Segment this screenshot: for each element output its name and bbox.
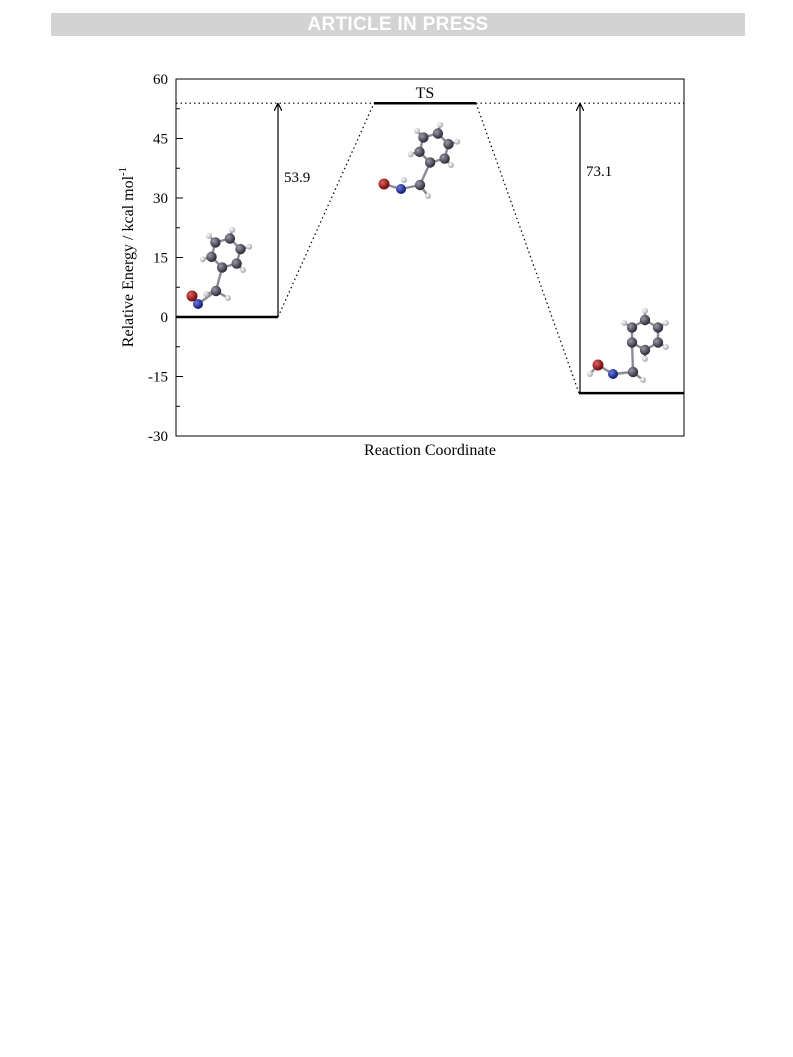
carbon-atom [627, 366, 639, 378]
carbon-atom [424, 157, 436, 168]
y-axis-label: Relative Energy / kcal mol-1 [117, 167, 137, 347]
carbon-atom [216, 262, 228, 273]
hydrogen-atom [225, 295, 231, 301]
y-tick-label: 15 [153, 251, 168, 267]
oxygen-atom [592, 359, 604, 371]
carbon-atom [224, 233, 236, 244]
oxygen-atom [378, 178, 390, 190]
carbon-atom [439, 153, 450, 164]
carbon-atom [414, 146, 425, 158]
hydrogen-atom [437, 121, 444, 128]
hydrogen-atom [642, 356, 648, 362]
carbon-atom [206, 251, 217, 263]
hydrogen-atom [199, 256, 206, 263]
y-tick-label: 45 [153, 132, 168, 148]
reactant-molecule [186, 226, 253, 309]
connector-ts-product [475, 102, 580, 394]
y-tick-label: 30 [153, 191, 168, 207]
hydrogen-atom [203, 291, 209, 297]
x-axis-label: Reaction Coordinate [364, 442, 496, 459]
carbon-atom [231, 258, 242, 269]
carbon-atom [652, 322, 664, 333]
hydrogen-atom [206, 233, 213, 240]
y-tick-label: -30 [148, 429, 168, 445]
energy-arrow-label: 73.1 [586, 164, 612, 180]
hydrogen-atom [425, 193, 431, 199]
hydrogen-atom [246, 243, 253, 250]
y-axis-label-text: Relative Energy / kcal mol [120, 175, 137, 347]
carbon-atom [652, 337, 664, 348]
nitrogen-atom [193, 299, 203, 309]
hydrogen-atom [662, 320, 669, 326]
hydrogen-atom [407, 151, 414, 158]
hydrogen-atom [229, 226, 236, 233]
energy-arrow-label: 53.9 [284, 170, 310, 186]
plot-frame [175, 78, 685, 437]
hydrogen-atom [447, 161, 454, 168]
nitrogen-atom [608, 369, 618, 379]
y-tick-label: 0 [161, 310, 169, 326]
hydrogen-atom [414, 128, 421, 135]
carbon-atom [626, 337, 638, 348]
carbon-atom [414, 179, 426, 191]
carbon-atom [210, 285, 222, 297]
carbon-atom [443, 138, 454, 150]
carbon-atom [210, 237, 221, 248]
carbon-atom [639, 314, 651, 326]
carbon-atom [235, 243, 246, 255]
oxygen-atom [186, 290, 198, 302]
ts-molecule [378, 121, 461, 199]
carbon-atom [639, 344, 651, 356]
y-axis-label-superscript: -1 [117, 167, 129, 176]
hydrogen-atom [587, 371, 593, 377]
nitrogen-atom [396, 184, 406, 194]
hydrogen-atom [662, 344, 669, 350]
hydrogen-atom [454, 138, 461, 145]
hydrogen-atom [621, 320, 628, 326]
carbon-atom [432, 128, 444, 139]
hydrogen-atom [239, 266, 246, 273]
ts-label: TS [416, 85, 435, 102]
product-molecule [587, 308, 669, 383]
hydrogen-atom [640, 377, 646, 383]
connector-reactant-ts [277, 102, 375, 318]
y-tick-label: -15 [148, 370, 168, 386]
carbon-atom [626, 322, 638, 333]
y-tick-label: 60 [153, 72, 168, 88]
carbon-atom [418, 132, 429, 143]
hydrogen-atom [642, 308, 648, 314]
article-in-press-banner: ARTICLE IN PRESS [51, 13, 745, 36]
hydrogen-atom [401, 177, 407, 183]
